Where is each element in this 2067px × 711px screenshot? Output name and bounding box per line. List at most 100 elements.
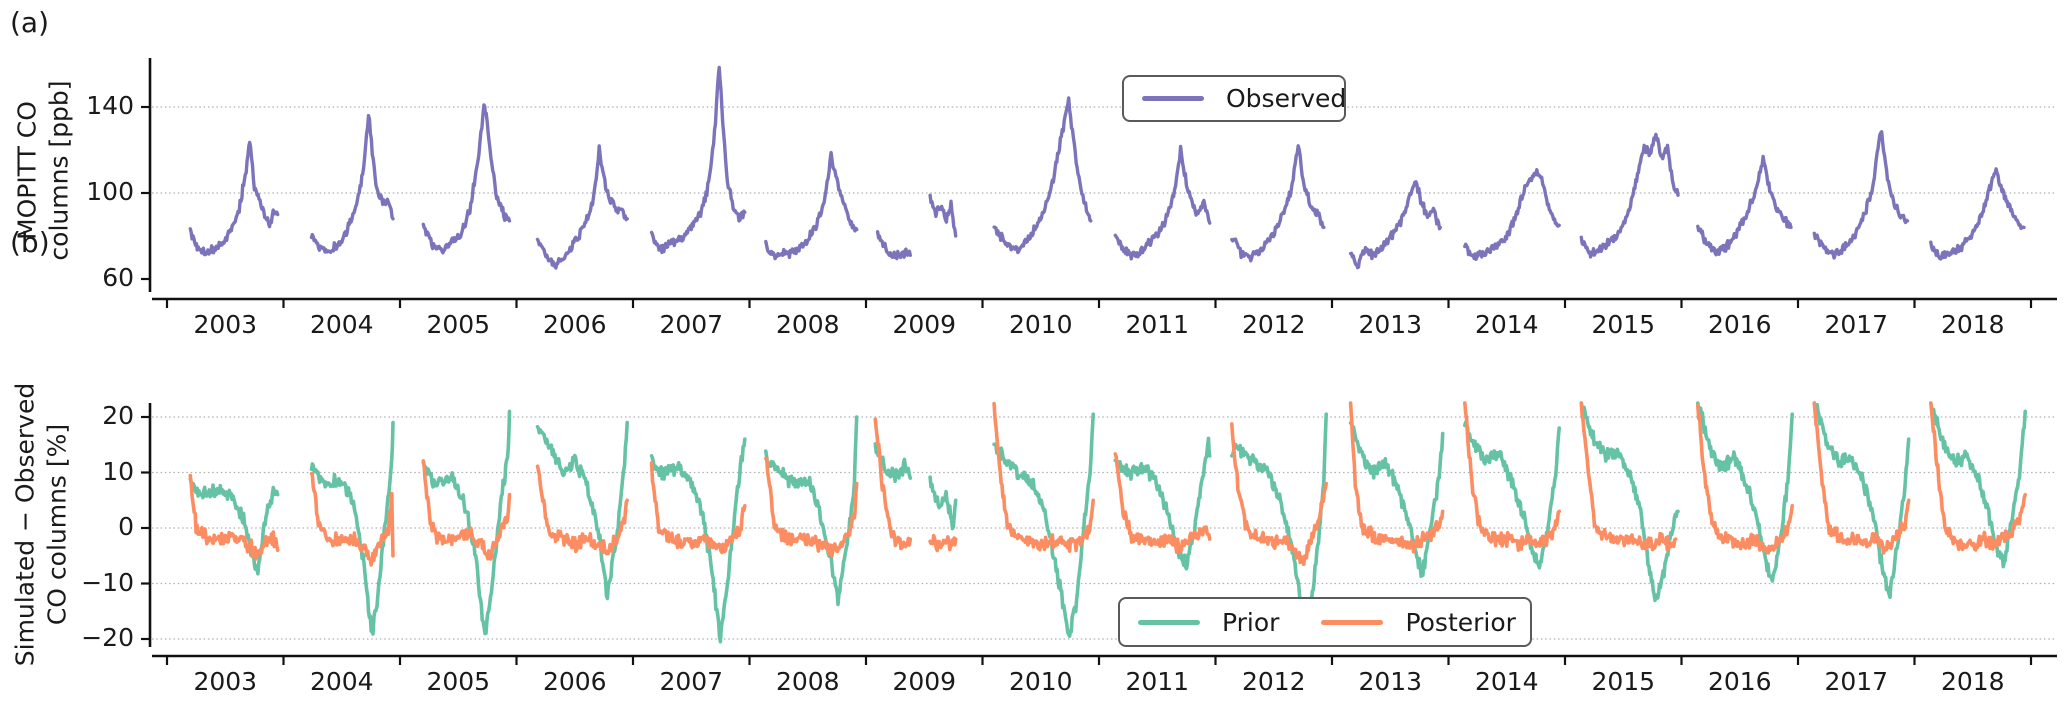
x-tick-label-b-2014: 2014	[1474, 667, 1539, 696]
x-tick-label-a-2008: 2008	[775, 310, 840, 339]
x-tick-label-a-2017: 2017	[1824, 310, 1889, 339]
prior-line-2007	[649, 437, 747, 644]
prior-line-2008	[764, 415, 859, 607]
observed-line-2007	[649, 65, 747, 255]
y-tick-label-b-20: 20	[102, 401, 134, 430]
observed-line-sample	[1142, 96, 1204, 101]
x-tick-label-b-2007: 2007	[659, 667, 724, 696]
posterior-line-2013	[1348, 401, 1445, 554]
posterior-line-2012	[1230, 422, 1328, 567]
x-tick-label-b-2012: 2012	[1241, 667, 1306, 696]
panel-b-ylabel-line1: Simulated − Observed	[10, 382, 40, 667]
x-tick-label-a-2014: 2014	[1474, 310, 1539, 339]
posterior-line-2006	[535, 464, 629, 556]
posterior-line-2009	[873, 417, 913, 551]
posterior-line-2007	[649, 461, 747, 555]
x-tick-label-b-2016: 2016	[1707, 667, 1772, 696]
observed-line-2013	[1348, 180, 1442, 270]
observed-line-2017	[1812, 130, 1910, 260]
x-tick-label-a-2013: 2013	[1358, 310, 1423, 339]
prior-line-2011	[1113, 436, 1212, 571]
x-tick-label-b-2008: 2008	[775, 667, 840, 696]
prior-line-2014	[1463, 420, 1561, 570]
legend-posterior-label: Posterior	[1405, 607, 1516, 637]
panel-a-ylabel-line1: MOPITT CO	[12, 101, 42, 240]
posterior-line-2004	[309, 471, 395, 567]
posterior-line-2010	[992, 401, 1095, 553]
posterior-line-2016	[1696, 403, 1794, 555]
prior-line-2006	[535, 420, 629, 601]
x-tick-label-a-2018: 2018	[1940, 310, 2005, 339]
observed-line-2015	[1579, 132, 1680, 259]
legend-observed: Observed	[1122, 75, 1346, 122]
x-tick-label-a-2005: 2005	[426, 310, 491, 339]
legend-observed-label: Observed	[1226, 84, 1347, 113]
x-tick-label-a-2004: 2004	[309, 310, 374, 339]
x-tick-label-a-2006: 2006	[542, 310, 607, 339]
x-tick-label-b-2017: 2017	[1824, 667, 1889, 696]
prior-line-2016	[1696, 401, 1794, 583]
observed-line-2004	[309, 113, 395, 254]
x-tick-label-b-2018: 2018	[1940, 667, 2005, 696]
x-tick-label-a-2012: 2012	[1241, 310, 1306, 339]
observed-line-2009	[875, 230, 912, 261]
prior-line-2010	[992, 412, 1095, 638]
x-tick-label-a-2003: 2003	[193, 310, 258, 339]
y-tick-label-a-60: 60	[102, 263, 134, 292]
prior-line-2017	[1812, 401, 1911, 600]
panel-b-letter: (b)	[10, 226, 50, 259]
prior-line-2013	[1348, 421, 1445, 579]
x-tick-label-a-2007: 2007	[659, 310, 724, 339]
x-tick-label-a-2011: 2011	[1125, 310, 1190, 339]
y-tick-label-b-10: 10	[102, 456, 134, 486]
observed-line-2018	[1929, 167, 2026, 261]
posterior-line-2018	[1929, 401, 2027, 552]
observed-line-2012	[1230, 144, 1326, 263]
x-tick-label-a-2015: 2015	[1591, 310, 1656, 339]
prior-line-2005	[421, 409, 512, 636]
x-tick-label-b-2006: 2006	[542, 667, 607, 696]
prior-line-2003	[188, 477, 280, 576]
x-tick-label-a-2009: 2009	[892, 310, 957, 339]
posterior-line-2011	[1113, 452, 1212, 554]
y-tick-label-b--20: −20	[81, 623, 134, 652]
observed-line-2016	[1696, 154, 1793, 257]
prior-line-2015	[1579, 401, 1680, 603]
prior-line-2004	[309, 420, 395, 636]
observed-line-2003	[188, 140, 280, 257]
posterior-line-2003	[188, 473, 280, 561]
observed-line-2006	[535, 144, 629, 270]
observed-line-2005	[421, 103, 512, 255]
prior-line-sample	[1138, 619, 1200, 625]
y-tick-label-b-0: 0	[118, 512, 134, 541]
x-tick-label-b-2003: 2003	[193, 667, 258, 696]
posterior-line-sample	[1321, 619, 1384, 625]
panel-a-letter: (a)	[10, 6, 50, 39]
legend-prior-label: Prior	[1222, 607, 1280, 637]
x-tick-label-a-2010: 2010	[1008, 310, 1073, 339]
x-tick-label-b-2004: 2004	[309, 667, 374, 696]
observed-line-2014	[1463, 168, 1561, 261]
observed-line-2009	[928, 193, 958, 238]
y-tick-label-a-100: 100	[86, 177, 134, 206]
x-tick-label-b-2009: 2009	[892, 667, 957, 696]
y-tick-label-a-140: 140	[86, 91, 134, 120]
posterior-line-2015	[1579, 401, 1678, 552]
x-tick-label-b-2015: 2015	[1591, 667, 1656, 696]
posterior-line-2005	[421, 459, 512, 561]
observed-line-2010	[992, 96, 1093, 255]
observed-line-2011	[1113, 144, 1212, 261]
x-tick-label-b-2011: 2011	[1125, 667, 1190, 696]
prior-line-2009	[928, 475, 958, 531]
legend-prior-posterior: Prior Posterior	[1118, 597, 1532, 647]
posterior-line-2017	[1812, 401, 1911, 555]
x-tick-label-b-2013: 2013	[1358, 667, 1423, 696]
observed-line-2008	[764, 150, 859, 261]
posterior-line-2014	[1463, 401, 1561, 552]
posterior-line-2009	[928, 533, 958, 553]
x-tick-label-b-2005: 2005	[426, 667, 491, 696]
x-tick-label-a-2016: 2016	[1707, 310, 1772, 339]
posterior-line-2008	[764, 456, 859, 558]
